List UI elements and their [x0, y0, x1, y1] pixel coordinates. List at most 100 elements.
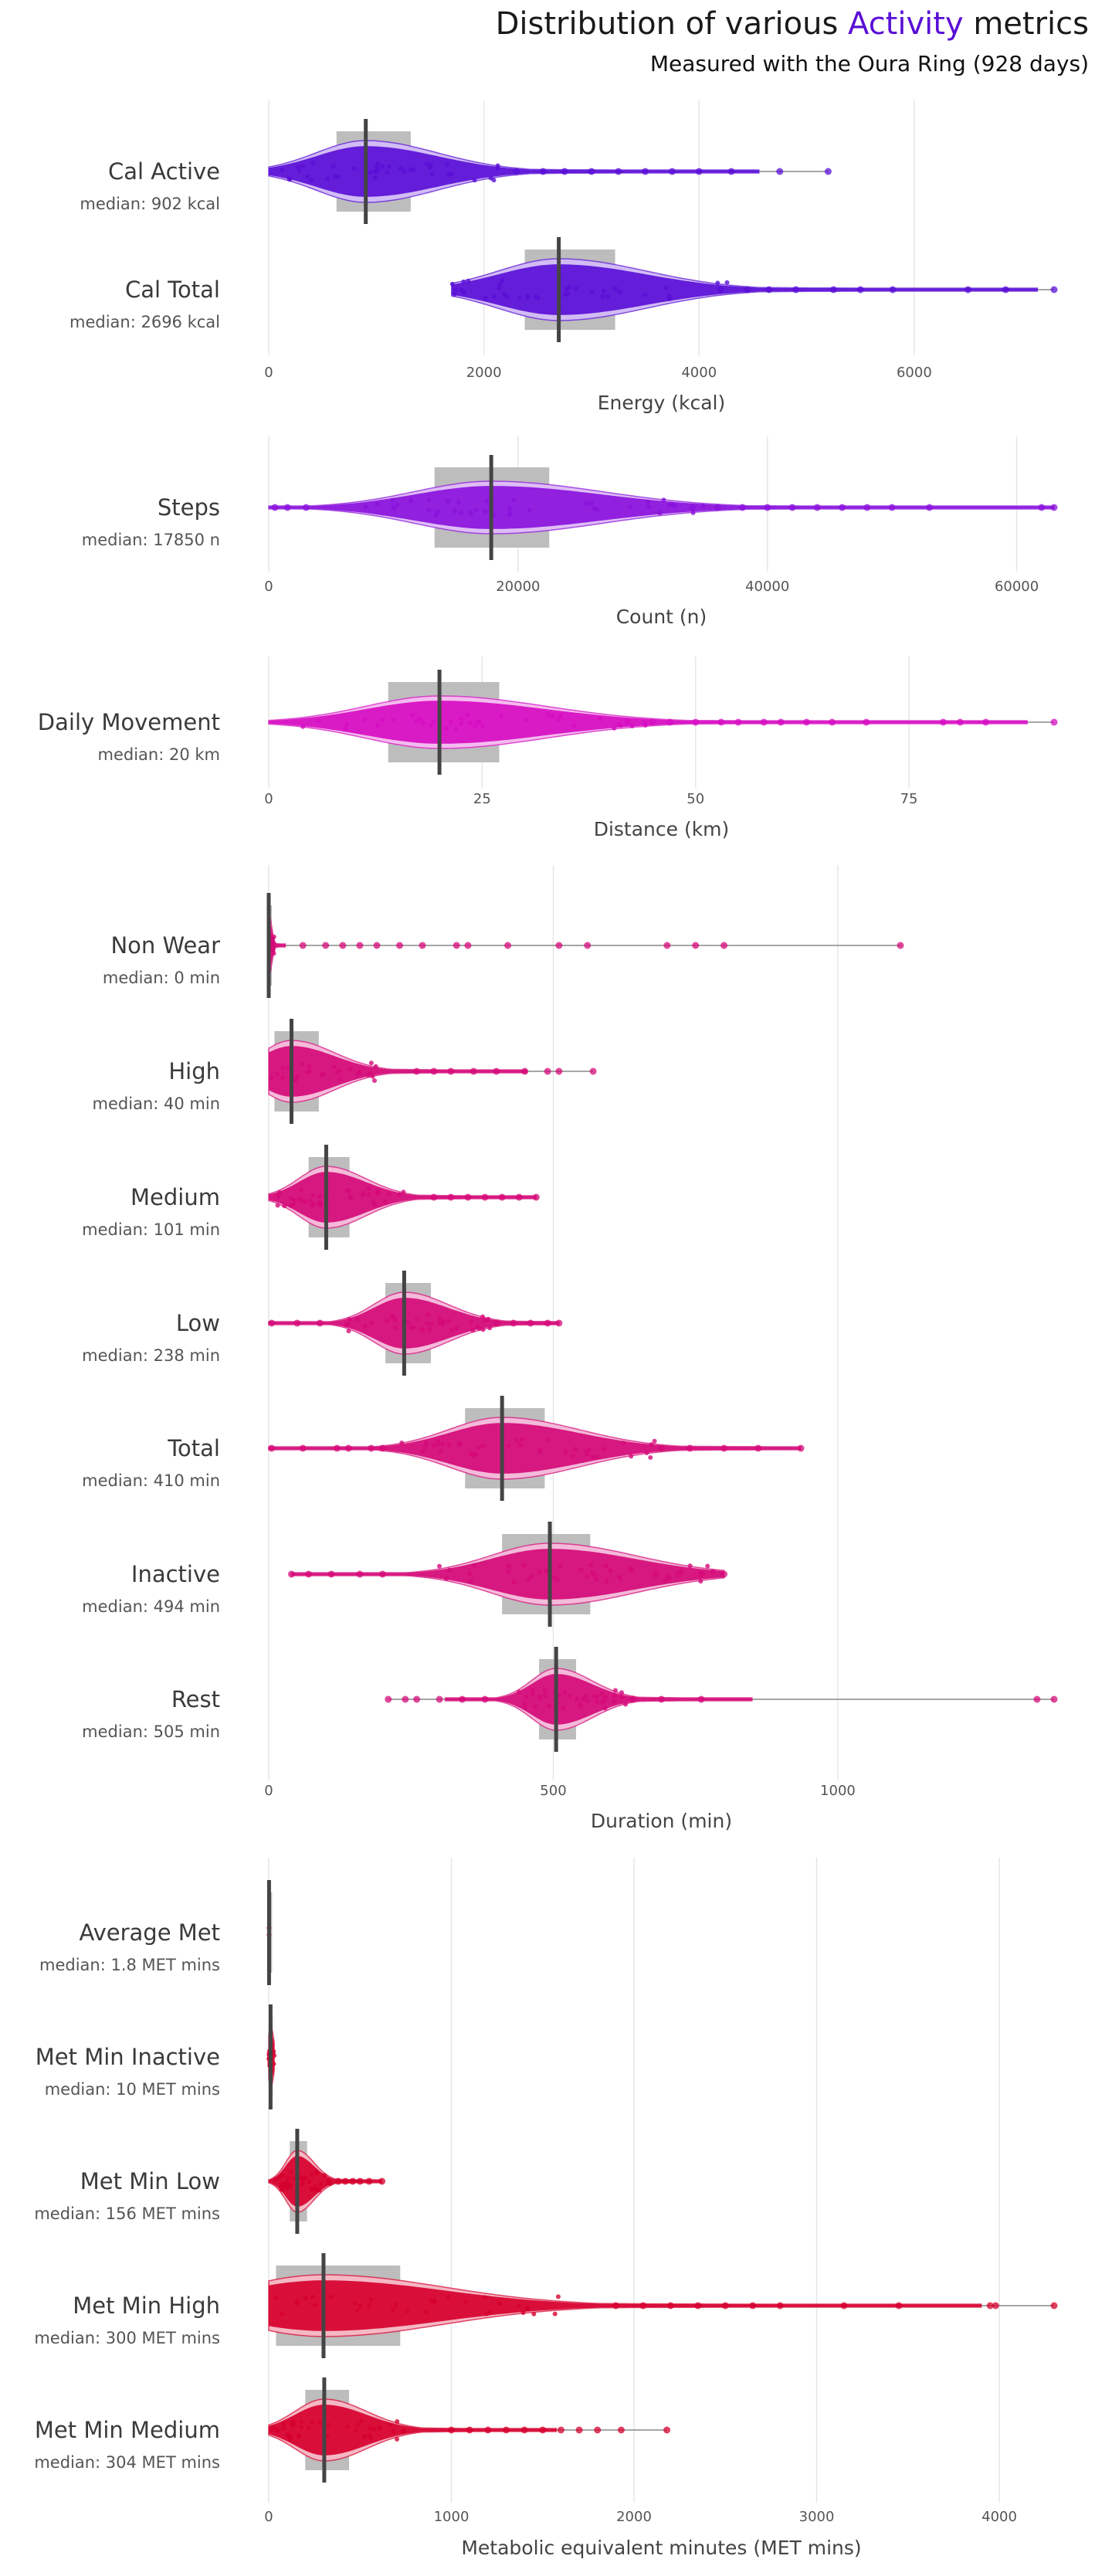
series-label: Medium: [131, 1184, 220, 1210]
outlier-point: [658, 1444, 665, 1452]
data-point: [661, 497, 666, 503]
data-point: [428, 165, 433, 170]
outlier-point: [802, 718, 810, 726]
series-cal-total: Cal Total median: 2696 kcal: [70, 237, 1058, 342]
panel-count-n: 0 20000 40000 60000 Count (n) Steps median: 17…: [82, 436, 1058, 628]
data-point: [507, 512, 512, 518]
median-label: median: 238 min: [82, 1346, 220, 1365]
data-point: [715, 280, 720, 286]
data-point: [446, 1442, 452, 1448]
data-point: [629, 723, 635, 728]
outlier-point: [464, 1193, 472, 1201]
data-point: [385, 170, 390, 175]
data-point: [530, 1688, 535, 1693]
data-point: [305, 1069, 310, 1074]
data-point: [280, 2311, 285, 2316]
data-point: [291, 1197, 297, 1203]
data-point: [325, 176, 331, 182]
data-point: [351, 166, 357, 171]
data-point: [314, 2187, 320, 2193]
data-point: [497, 282, 503, 287]
outlier-point: [544, 1067, 551, 1075]
data-point: [413, 719, 419, 725]
data-point: [506, 1563, 511, 1569]
title-suffix: metrics: [963, 6, 1089, 42]
data-point: [372, 1203, 378, 1208]
series-label: Cal Active: [108, 158, 220, 185]
data-point: [506, 1569, 511, 1574]
data-point: [488, 175, 493, 181]
outlier-point: [339, 942, 347, 949]
data-point: [497, 2301, 502, 2306]
data-point: [310, 2294, 316, 2299]
data-point: [428, 723, 433, 728]
outlier-point: [341, 2177, 349, 2185]
data-point: [498, 713, 503, 718]
series-rest: Rest median: 505 min: [82, 1647, 1058, 1752]
data-point: [316, 718, 321, 723]
data-point: [621, 1441, 626, 1446]
data-point: [542, 1688, 548, 1693]
panel-distance-km: 0 25 50 75 Distance (km) Daily Movement median…: [38, 657, 1058, 840]
outlier-point: [271, 504, 279, 511]
data-point: [300, 1061, 305, 1067]
violin-points-cloud: [291, 1549, 724, 1600]
data-point: [368, 2425, 373, 2431]
data-point: [275, 1203, 280, 1208]
outlier-point: [1050, 1695, 1058, 1703]
median-label: median: 40 min: [93, 1095, 220, 1113]
data-point: [492, 294, 497, 299]
x-tick-label: 500: [540, 1783, 566, 1799]
outlier-point: [642, 168, 649, 175]
data-point: [273, 2295, 279, 2300]
data-point: [480, 1314, 485, 1319]
outlier-point: [419, 942, 426, 949]
data-point: [561, 1705, 566, 1711]
series-label: Met Min High: [73, 2293, 220, 2319]
data-point: [410, 713, 415, 718]
data-point: [337, 1068, 342, 1074]
x-tick-label: 0: [264, 1783, 273, 1799]
data-point: [446, 1319, 452, 1324]
outlier-point: [396, 942, 403, 949]
outlier-point: [430, 1067, 438, 1075]
data-point: [649, 1442, 654, 1448]
outlier-point: [1050, 718, 1058, 726]
data-point: [299, 2419, 304, 2425]
outlier-point: [749, 2302, 757, 2310]
data-point: [348, 1193, 353, 1199]
data-point: [297, 168, 302, 173]
data-point: [392, 1325, 398, 1331]
series-met-min-high: Met Min High median: 300 MET mins: [34, 2253, 1058, 2358]
data-point: [274, 1071, 280, 1077]
violin-points-cloud: [269, 920, 286, 971]
data-point: [517, 295, 522, 300]
violin-points-cloud: [269, 2405, 557, 2456]
data-point: [367, 2432, 372, 2438]
outlier-point: [484, 2426, 492, 2434]
outlier-point: [447, 1193, 455, 1201]
outlier-point: [287, 1570, 295, 1578]
data-point: [401, 2428, 406, 2434]
data-point: [422, 1444, 428, 1450]
data-point: [293, 2301, 299, 2306]
data-point: [280, 1075, 285, 1081]
series-label: Met Min Medium: [35, 2417, 220, 2443]
outlier-point: [982, 718, 990, 726]
series-steps: Steps median: 17850 n: [82, 455, 1058, 560]
data-point: [537, 1569, 542, 1574]
data-point: [279, 2172, 284, 2177]
outlier-point: [344, 1444, 352, 1452]
outlier-point: [720, 1570, 728, 1578]
data-point: [487, 2310, 493, 2315]
series-non-wear: Non Wear median: 0 min: [103, 893, 904, 998]
data-point: [545, 1437, 551, 1442]
data-point: [362, 717, 368, 722]
data-point: [521, 1563, 527, 1568]
data-point: [585, 1699, 590, 1704]
series-label: Met Min Low: [80, 2168, 220, 2194]
panel-duration-min: 0 500 1000 Duration (min) Non Wear median: 0 …: [82, 865, 1058, 1832]
data-point: [300, 164, 306, 169]
data-point: [472, 1563, 477, 1568]
data-point: [454, 727, 459, 732]
